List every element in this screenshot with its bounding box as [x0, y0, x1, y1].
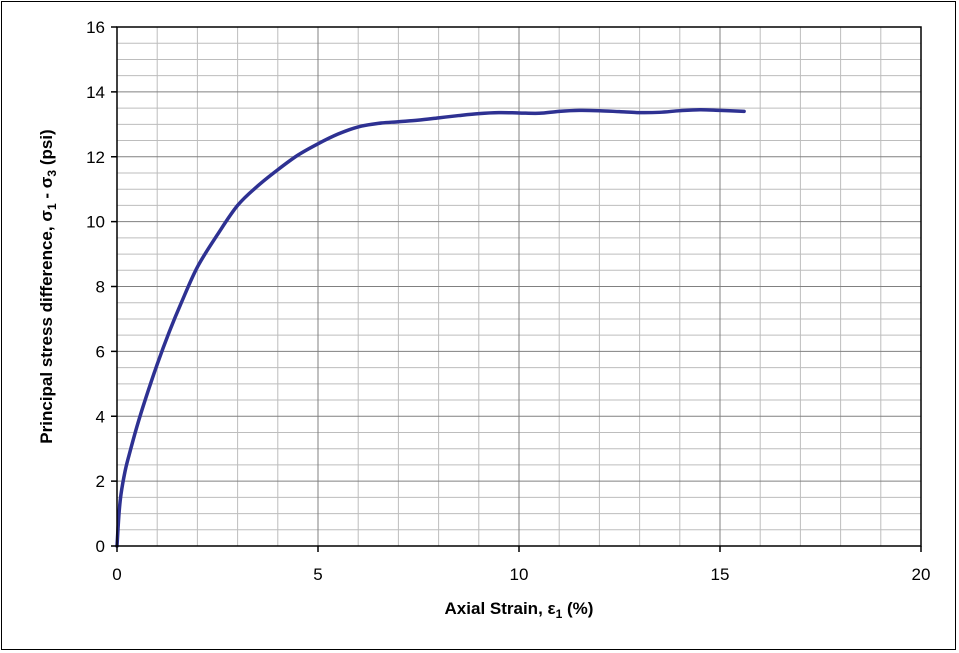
- y-tick-label: 8: [96, 278, 105, 297]
- y-tick-labels: 0 2 4 6 8 10 12 14 16: [86, 18, 105, 556]
- y-tick-label: 12: [86, 148, 105, 167]
- x-axis-title-main: Axial Strain, ε: [445, 599, 556, 618]
- y-tick-label: 16: [86, 18, 105, 37]
- x-axis-title-unit: (%): [562, 599, 593, 618]
- y-tick-label: 10: [86, 213, 105, 232]
- y-tick-label: 14: [86, 83, 105, 102]
- y-axis-title-middle: - σ: [37, 176, 56, 203]
- x-tick-label: 20: [912, 565, 931, 584]
- series-line-0: [115, 107, 746, 548]
- y-axis-title: Principal stress difference, σ1 - σ3 (ps…: [37, 129, 59, 443]
- axis-ticks: [111, 26, 922, 552]
- x-axis-title: Axial Strain, ε1 (%): [445, 599, 594, 621]
- y-axis-title-subscript-1: 1: [45, 203, 59, 210]
- x-tick-label: 0: [112, 565, 121, 584]
- x-tick-labels: 0 5 10 15 20: [112, 565, 930, 584]
- y-axis-title-subscript-3: 3: [45, 170, 59, 177]
- y-tick-label: 6: [96, 342, 105, 361]
- major-gridlines: [117, 27, 921, 546]
- x-tick-label: 5: [313, 565, 322, 584]
- y-axis-title-unit: (psi): [37, 129, 56, 170]
- y-axis-title-main: Principal stress difference, σ: [37, 210, 56, 444]
- x-axis-title-subscript: 1: [556, 607, 563, 621]
- x-tick-label: 15: [711, 565, 730, 584]
- series-layer: [115, 107, 746, 548]
- y-tick-label: 2: [96, 472, 105, 491]
- y-tick-label: 0: [96, 537, 105, 556]
- x-tick-label: 10: [510, 565, 529, 584]
- y-tick-label: 4: [96, 407, 105, 426]
